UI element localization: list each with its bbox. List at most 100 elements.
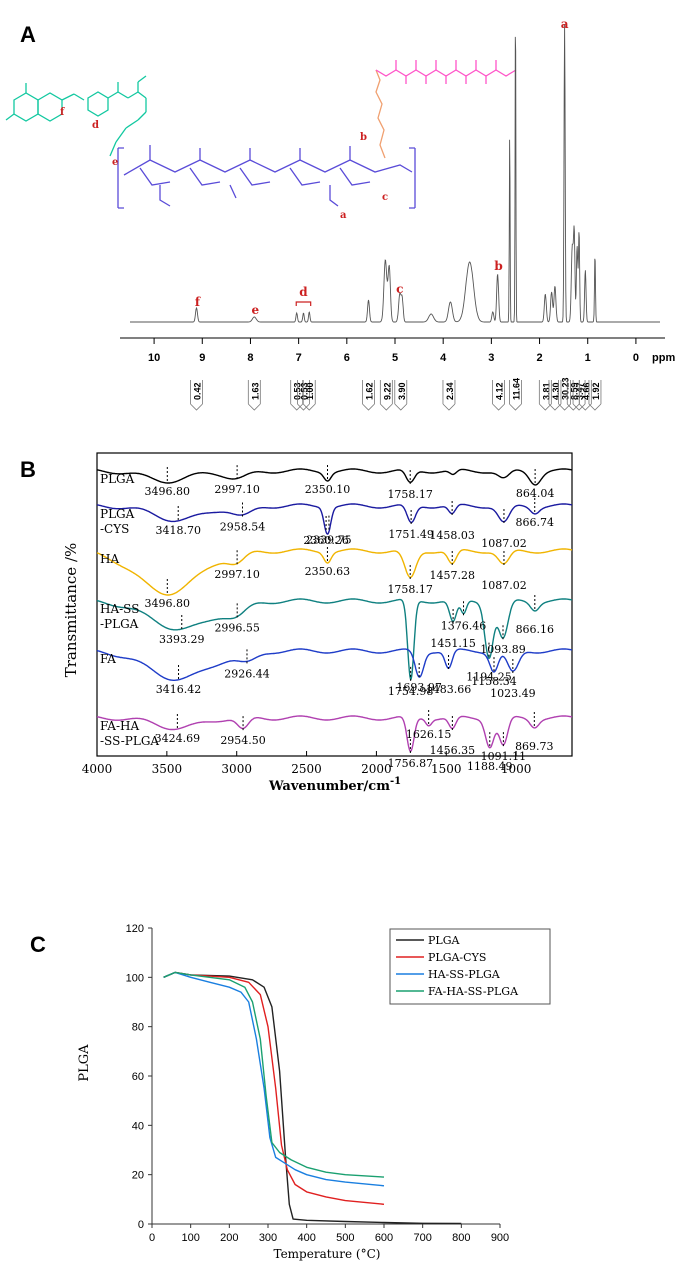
nmr-integral-value: 9.22 [382,382,392,400]
ftir-peak-label: 1451.15 [430,637,476,650]
ftir-x-tick-label: 2000 [361,762,392,776]
nmr-integral-bracket [362,380,375,411]
ftir-peak-label: 869.73 [515,740,554,753]
nmr-integral-bracket [509,380,522,411]
tga-y-tick-label: 120 [126,923,144,935]
nmr-integral-bracket [588,380,602,411]
nmr-integral-bracket [379,380,393,411]
nmr-x-tick-label: 7 [296,352,302,364]
nmr-integral-bracket [247,380,261,411]
ftir-series-name: PLGA [100,472,135,486]
nmr-x-tick-label: 1 [585,352,591,364]
panel-label-b: B [20,457,36,482]
tga-x-tick-label: 600 [375,1232,393,1244]
ftir-peak-label: 1754.98 [388,685,434,698]
ftir-peak-label: 1093.89 [480,643,526,656]
nmr-integral-value: 4.66 [581,382,591,400]
nmr-peak-label-b: b [494,259,502,273]
ftir-peak-label: 1087.02 [481,537,527,550]
nmr-integral-bracket [190,380,203,411]
tga-x-tick-label: 300 [259,1232,277,1244]
structure-label-c: c [382,192,388,203]
nmr-integral-value: 8.59 [569,382,579,400]
structure-label-e: e [112,157,118,168]
panel-label-c: C [30,932,46,957]
nmr-integral-value: 1.62 [365,382,375,400]
ftir-peak-label: 2350.10 [305,483,351,496]
ftir-x-axis-label-main: Wavenumber/cm [268,779,390,794]
tga-series-plga-cys [163,971,385,1205]
nmr-x-tick-label: 10 [148,352,160,364]
tga-x-axis-label: Temperature (°C) [274,1247,381,1261]
nmr-x-tick-label: 8 [247,352,253,364]
ftir-peak-label: 1756.87 [388,757,434,770]
tga-plot: 0 20 40 60 80 100 120 0 100 200 300 400 500 600 700 800… [126,923,510,1244]
ftir-x-axis-label-sup: -1 [390,776,401,787]
nmr-x-tick-label: 2 [536,352,542,364]
nmr-integral-value: 0.42 [192,382,202,400]
ftir-frame [96,452,573,757]
ftir-peak-label: 1483.66 [426,683,472,696]
nmr-peak-label-c: c [396,282,403,296]
ftir-peak-label: 1023.49 [490,687,536,700]
ftir-peak-label: 3424.69 [155,732,201,745]
ftir-series-name: -SS-PLGA [100,734,159,748]
hyaluronic-acid-backbone [117,145,416,209]
nmr-integral-value: 3.47 [575,382,585,400]
structure-label-f: f [60,107,65,118]
folate-moiety [5,75,147,157]
ftir-peak-label: 2954.50 [220,734,266,747]
nmr-integral-value: 1.00 [305,382,315,400]
nmr-integral-value: 2.34 [445,382,455,400]
nmr-integral-bracket [297,380,310,411]
ftir-x-tick-label: 2500 [291,762,322,776]
tga-y-tick-label: 80 [132,1022,144,1034]
ftir-peak-label: 866.74 [515,516,554,529]
ftir-x-tick-label: 1500 [431,762,462,776]
ftir-peak-label: 1458.03 [429,529,475,542]
disulfide-linker [375,69,386,159]
nmr-x-tick-label: 4 [440,352,447,364]
nmr-peak-bracket-d [295,301,312,306]
tga-x-tick-label: 100 [181,1232,199,1244]
nmr-integral-bracket [492,380,505,411]
panel-label-a: A [20,22,36,47]
nmr-integral-value: 30.23 [561,377,571,400]
tga-x-tick-label: 0 [149,1232,155,1244]
ftir-peak-label: 1457.28 [429,569,475,582]
nmr-peak-label-a: a [561,17,569,31]
tga-legend: PLGA PLGA-CYS HA-SS-PLGA FA-HA-SS-PLGA [389,928,551,1005]
ftir-peak-label: 1693.97 [396,681,442,694]
panel-c: C 0 20 40 60 80 100 120 0 100 200 300 400 500 600 700 8… [30,923,551,1261]
ftir-peak-label: 1194.25 [466,671,512,684]
ftir-series-name: HA [100,552,119,566]
ftir-series-name: FA-HA [100,719,139,733]
nmr-integral-value: 3.81 [541,382,551,400]
panel-a: A [5,17,675,411]
ftir-series-name: HA-SS [100,602,139,616]
nmr-integral-value: 4.30 [551,382,561,400]
ftir-peak-label: 2996.55 [214,621,260,634]
plga-chain [375,60,517,84]
ftir-peak-label: 2339.75 [306,534,352,547]
tga-y-tick-label: 60 [132,1071,144,1083]
tga-y-tick-label: 100 [126,972,144,984]
ftir-peak-label: 3418.70 [155,524,201,537]
ftir-peak-label: 3393.29 [159,633,205,646]
ftir-series-name: FA [100,652,116,666]
ftir-peak-label: 1376.46 [441,619,487,632]
ftir-peak-label: 2997.10 [214,483,260,496]
ftir-peak-label: 1751.49 [388,528,434,541]
ftir-peak-label: 3416.42 [156,683,202,696]
ftir-series-name: -CYS [100,522,129,536]
nmr-integral-value: 11.64 [511,378,521,400]
tga-series-plga [163,971,462,1225]
tga-y-tick-label: 0 [138,1219,144,1231]
structure-labels: f d e a b c [60,107,388,221]
nmr-x-tick-label: 9 [199,352,205,364]
tga-legend-label: FA-HA-SS-PLGA [428,985,519,998]
ftir-peak-label: 2958.54 [220,521,266,534]
ftir-y-axis-label: Transmittance /% [62,543,80,678]
ftir-plot: 4000 3500 3000 2500 2000 1500 1000 PLGA 3496.80 2… [82,464,573,776]
